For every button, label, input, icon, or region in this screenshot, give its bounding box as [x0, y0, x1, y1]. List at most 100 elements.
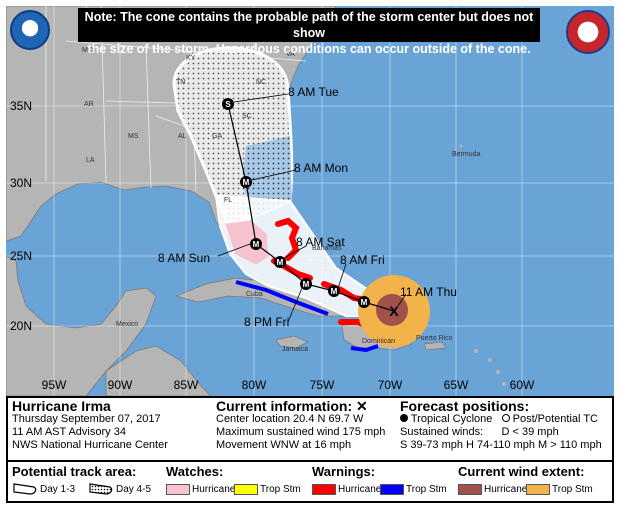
label-leaders: [217, 93, 407, 323]
state-fl: FL: [224, 197, 232, 204]
tropical-cyclone-icon: [400, 414, 408, 422]
warn-hurricane-label: Hurricane: [338, 484, 382, 495]
watch-hurricane-label: Hurricane: [192, 484, 236, 495]
current-info: Current information: ✕ Center location 2…: [216, 398, 406, 452]
marker-sun: M: [253, 240, 260, 249]
lat-25n: 25N: [10, 249, 32, 263]
watch-tropstm-label: Trop Stm: [260, 484, 301, 495]
wind-s: S 39-73 mph: [400, 439, 463, 451]
forecast-legend-title: Forecast positions:: [400, 398, 530, 414]
post-tc-icon: [501, 414, 510, 422]
storm-info: Hurricane Irma Thursday September 07, 20…: [12, 398, 212, 452]
central-america-land: [105, 345, 212, 396]
sustained-winds-label: Sustained winds:: [400, 426, 484, 438]
map-svg: S M M M M M M X 8 AM Tue 8 AM Mon 8 AM S…: [6, 6, 614, 396]
lat-35n: 35N: [10, 99, 32, 113]
track-area-title: Potential track area:: [12, 464, 137, 479]
lat-20n: 20N: [10, 319, 32, 333]
lat-30n: 30N: [10, 176, 32, 190]
cone-day45-ocean: [242, 136, 292, 216]
forecast-labels: 8 AM Tue 8 AM Mon 8 AM Sun 8 AM Sat 8 AM…: [158, 85, 457, 329]
label-puerto-rico: Puerto Rico: [416, 335, 453, 342]
post-tc-label: Post/Potential TC: [512, 413, 599, 425]
forecast-markers: [222, 98, 370, 308]
marker-tue: S: [225, 100, 231, 109]
place-labels: MO KY VA TN NC AR SC AL GA MS LA FL Berm…: [82, 47, 481, 353]
label-8am-sat: 8 AM Sat: [296, 235, 345, 249]
cone-day13: [214, 194, 394, 317]
label-8am-fri: 8 AM Fri: [340, 253, 385, 267]
storm-date: Thursday September 07, 2017: [12, 413, 161, 425]
state-ky: KY: [186, 55, 196, 62]
label-11am-thu: 11 AM Thu: [400, 285, 457, 299]
info-legend-divider: [6, 460, 614, 462]
day45-label: Day 4-5: [116, 484, 152, 495]
forecast-map: S M M M M M M X 8 AM Tue 8 AM Mon 8 AM S…: [6, 6, 614, 396]
lon-65w: 65W: [444, 378, 469, 392]
label-cuba: Cuba: [246, 291, 263, 298]
note-line2: the size of the storm. Hazardous conditi…: [87, 42, 531, 56]
extent-tropstm-label: Trop Stm: [552, 484, 593, 495]
note-line1: Note: The cone contains the probable pat…: [84, 10, 534, 40]
puerto-rico-land: [423, 341, 447, 351]
marker-sat: M: [277, 258, 284, 267]
state-ar: AR: [84, 101, 94, 108]
current-movement: Movement WNW at 16 mph: [216, 439, 352, 451]
wind-d: D < 39 mph: [501, 426, 559, 438]
label-bahamas: Bahamas: [312, 245, 342, 252]
lon-95w: 95W: [42, 378, 67, 392]
tropical-cyclone-label: Tropical Cyclone: [410, 413, 493, 425]
day45-icon: [89, 483, 113, 495]
marker-fri-pm: M: [303, 280, 310, 289]
lon-90w: 90W: [108, 378, 133, 392]
marker-mon: M: [243, 178, 250, 187]
storm-advisory: 11 AM AST Advisory 34: [12, 426, 126, 438]
cone-note: Note: The cone contains the probable pat…: [78, 8, 540, 56]
lon-80w: 80W: [242, 378, 267, 392]
wind-m: M > 110 mph: [538, 439, 602, 451]
current-position-x: X: [389, 303, 399, 319]
map-info-divider: [6, 396, 614, 398]
warn-hurricane-swatch: [312, 484, 336, 495]
day13-label: Day 1-3: [40, 484, 76, 495]
current-wind: Maximum sustained wind 175 mph: [216, 426, 386, 438]
bermuda-island: [459, 144, 463, 148]
current-location: Center location 20.4 N 69.7 W: [216, 413, 364, 425]
wind-extent-title: Current wind extent:: [458, 464, 585, 479]
lon-85w: 85W: [174, 378, 199, 392]
jamaica-land: [275, 335, 309, 349]
wind-h: H 74-110 mph: [466, 439, 535, 451]
label-bermuda: Bermuda: [452, 151, 481, 158]
forecast-marker-letters: S M M M M M M: [225, 100, 367, 307]
watch-hurricane-swatch: [166, 484, 190, 495]
label-8pm-fri: 8 PM Fri: [244, 315, 289, 329]
label-jamaica: Jamaica: [282, 346, 308, 353]
state-mo: MO: [82, 47, 94, 54]
state-ms: MS: [128, 133, 139, 140]
lon-75w: 75W: [310, 378, 335, 392]
mexico-land: [6, 255, 157, 396]
state-tn: TN: [176, 79, 185, 86]
lat-labels: 35N 30N 25N 20N: [10, 99, 32, 333]
state-nc: NC: [256, 79, 266, 86]
hurricane-watch-area: [225, 220, 269, 265]
label-8am-mon: 8 AM Mon: [294, 161, 348, 175]
noaa-logo: [10, 10, 50, 50]
label-8am-tue: 8 AM Tue: [288, 85, 339, 99]
label-8am-sun: 8 AM Sun: [158, 251, 210, 265]
label-dominican: Dominican: [362, 338, 395, 345]
tropstorm-warnings: [235, 280, 379, 353]
state-la: LA: [86, 157, 95, 164]
current-title: Current information:: [216, 398, 353, 414]
extent-hurricane-swatch: [458, 484, 482, 495]
forecast-legend: Forecast positions: Tropical Cyclone Pos…: [400, 398, 614, 452]
state-al: AL: [178, 133, 187, 140]
storm-center: NWS National Hurricane Center: [12, 439, 168, 451]
storm-title: Hurricane Irma: [12, 398, 111, 414]
extent-hurricane-label: Hurricane: [484, 484, 528, 495]
lon-60w: 60W: [510, 378, 535, 392]
antilles-islands: [474, 349, 506, 386]
extent-tropstm-swatch: [526, 484, 550, 495]
warn-tropstm-label: Trop Stm: [406, 484, 447, 495]
marker-fri: M: [331, 287, 338, 296]
